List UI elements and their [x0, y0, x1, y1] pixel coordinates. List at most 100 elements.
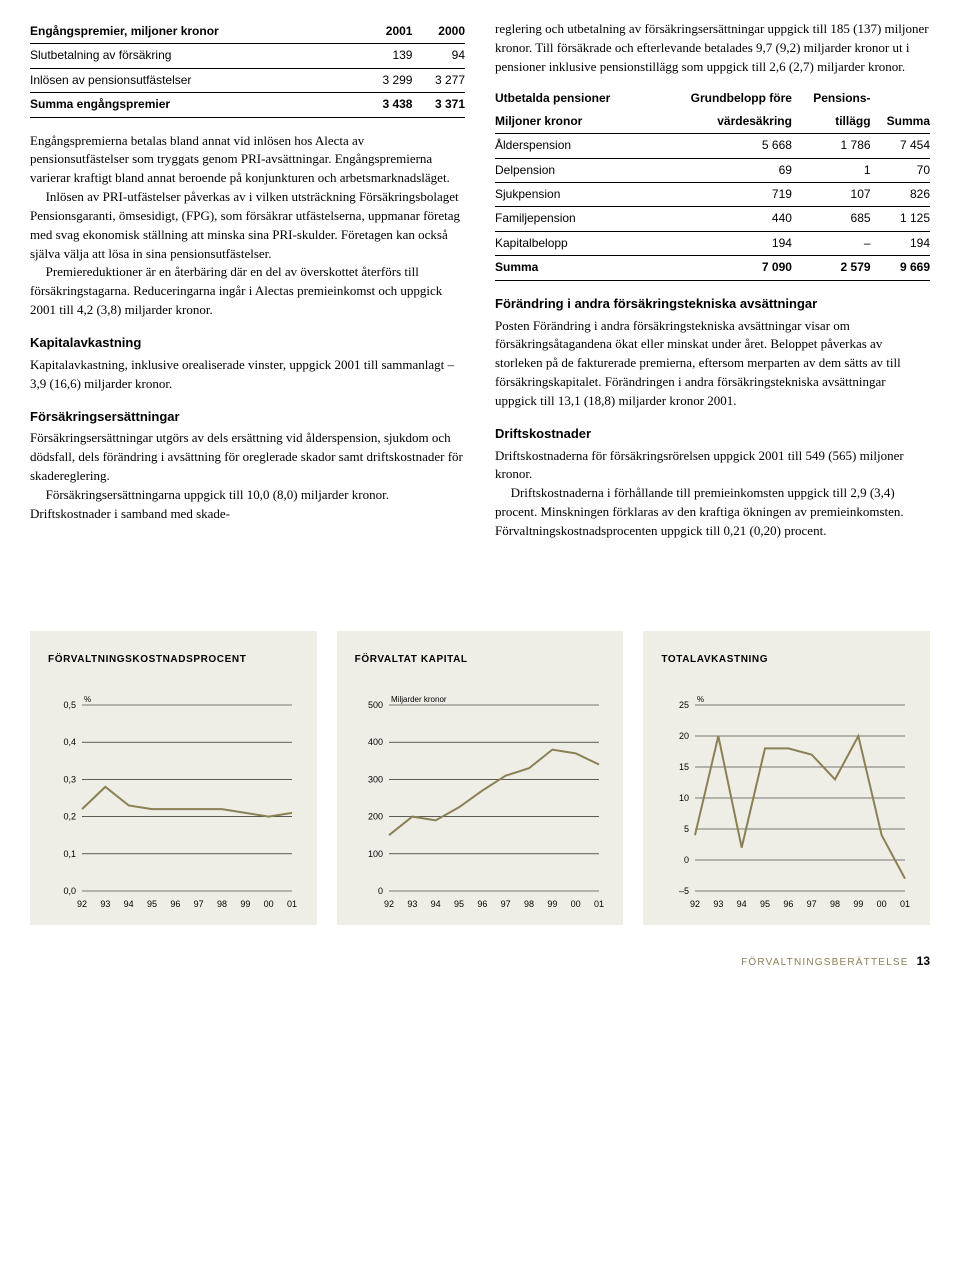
svg-text:98: 98 [524, 899, 534, 909]
svg-text:96: 96 [170, 899, 180, 909]
table-row: Delpension69170 [495, 158, 930, 182]
svg-text:5: 5 [684, 824, 689, 834]
chart-title: FÖRVALTAT KAPITAL [355, 653, 606, 668]
svg-text:99: 99 [547, 899, 557, 909]
body-text: Driftskostnaderna för försäkringsrörelse… [495, 447, 930, 485]
svg-text:–5: –5 [679, 886, 689, 896]
t2-h2a: Miljoner kronor [495, 110, 653, 134]
svg-text:Miljarder kronor: Miljarder kronor [391, 695, 447, 704]
svg-text:98: 98 [217, 899, 227, 909]
footer-text: FÖRVALTNINGSBERÄTTELSE [741, 957, 909, 968]
svg-text:%: % [84, 695, 91, 704]
chart-title: TOTALAVKASTNING [661, 653, 912, 668]
svg-text:94: 94 [737, 899, 747, 909]
chart-panel-3: TOTALAVKASTNING –50510152025%92939495969… [643, 631, 930, 926]
charts-row: FÖRVALTNINGSKOSTNADSPROCENT 0,0 0,1 0,2 0,3… [30, 631, 930, 926]
t2-h1b: Grundbelopp före [653, 87, 792, 110]
table-row: Sjukpension719107826 [495, 183, 930, 207]
svg-text:0,0: 0,0 [63, 886, 76, 896]
svg-text:400: 400 [368, 737, 383, 747]
body-text: Kapitalavkastning, inklusive orealiserad… [30, 356, 465, 394]
svg-text:92: 92 [77, 899, 87, 909]
svg-text:0: 0 [684, 855, 689, 865]
section-heading: Kapitalavkastning [30, 334, 465, 353]
svg-text:%: % [697, 695, 704, 704]
t2-h1d [871, 87, 930, 110]
svg-text:99: 99 [240, 899, 250, 909]
t2-h1c: Pensions- [792, 87, 871, 110]
chart-svg-2: 0100200300400500Miljarder kronor92939495… [355, 691, 605, 911]
svg-text:00: 00 [570, 899, 580, 909]
svg-text:96: 96 [784, 899, 794, 909]
chart-panel-2: FÖRVALTAT KAPITAL 0100200300400500Miljar… [337, 631, 624, 926]
svg-text:15: 15 [679, 762, 689, 772]
svg-text:0,2: 0,2 [63, 812, 76, 822]
table-row: Slutbetalning av försäkring 139 94 [30, 44, 465, 68]
svg-text:0: 0 [378, 886, 383, 896]
t1-h2: 2000 [412, 20, 465, 44]
page-footer: FÖRVALTNINGSBERÄTTELSE 13 [30, 953, 930, 971]
chart-title: FÖRVALTNINGSKOSTNADSPROCENT [48, 653, 299, 668]
body-text: reglering och utbetalning av försäkrings… [495, 20, 930, 77]
table-row: Kapitalbelopp194–194 [495, 231, 930, 255]
body-text: Driftskostnaderna i förhållande till pre… [495, 484, 930, 541]
body-text: Posten Förändring i andra försäkringstek… [495, 317, 930, 411]
svg-text:93: 93 [714, 899, 724, 909]
svg-text:95: 95 [147, 899, 157, 909]
svg-text:01: 01 [594, 899, 604, 909]
svg-text:0,4: 0,4 [63, 737, 76, 747]
svg-text:92: 92 [690, 899, 700, 909]
svg-text:97: 97 [500, 899, 510, 909]
svg-text:00: 00 [877, 899, 887, 909]
svg-text:0,1: 0,1 [63, 849, 76, 859]
table-sum-row: Summa7 0902 5799 669 [495, 256, 930, 280]
t1-h1: 2001 [360, 20, 413, 44]
svg-text:94: 94 [430, 899, 440, 909]
body-text: Inlösen av PRI-utfästelser påverkas av i… [30, 188, 465, 263]
svg-text:95: 95 [760, 899, 770, 909]
svg-text:99: 99 [854, 899, 864, 909]
engangspremier-table: Engångspremier, miljoner kronor 2001 200… [30, 20, 465, 118]
body-text: Försäkringsersättningar utgörs av dels e… [30, 429, 465, 486]
svg-text:0,3: 0,3 [63, 775, 76, 785]
chart-svg-3: –50510152025%92939495969798990001 [661, 691, 911, 911]
t1-h0: Engångspremier, miljoner kronor [30, 20, 360, 44]
svg-text:98: 98 [830, 899, 840, 909]
section-heading: Förändring i andra försäkringstekniska a… [495, 295, 930, 314]
svg-text:01: 01 [900, 899, 910, 909]
svg-text:10: 10 [679, 793, 689, 803]
svg-text:97: 97 [194, 899, 204, 909]
table-row: Familjepension4406851 125 [495, 207, 930, 231]
t2-h2d: Summa [871, 110, 930, 134]
svg-text:93: 93 [100, 899, 110, 909]
page-number: 13 [917, 954, 930, 968]
svg-text:20: 20 [679, 731, 689, 741]
svg-text:00: 00 [264, 899, 274, 909]
svg-text:200: 200 [368, 812, 383, 822]
table-sum-row: Summa engångspremier 3 438 3 371 [30, 93, 465, 117]
svg-text:92: 92 [384, 899, 394, 909]
chart-panel-1: FÖRVALTNINGSKOSTNADSPROCENT 0,0 0,1 0,2 0,3… [30, 631, 317, 926]
section-heading: Driftskostnader [495, 425, 930, 444]
body-text: Engångspremierna betalas bland annat vid… [30, 132, 465, 189]
chart-svg-1: 0,0 0,1 0,2 0,3 0,4 0,5% 92 93 94 95 96 97 98 99 00 01 [48, 691, 298, 911]
svg-text:93: 93 [407, 899, 417, 909]
svg-text:500: 500 [368, 700, 383, 710]
t2-h1a: Utbetalda pensioner [495, 87, 653, 110]
svg-text:0,5: 0,5 [63, 700, 76, 710]
svg-text:300: 300 [368, 775, 383, 785]
utbetalda-pensioner-table: Utbetalda pensioner Grundbelopp före Pen… [495, 87, 930, 281]
section-heading: Försäkringsersättningar [30, 408, 465, 427]
svg-text:94: 94 [124, 899, 134, 909]
svg-text:96: 96 [477, 899, 487, 909]
body-text: Försäkringsersättningarna uppgick till 1… [30, 486, 465, 524]
svg-text:100: 100 [368, 849, 383, 859]
body-text: Premiereduktioner är en återbäring där e… [30, 263, 465, 320]
t2-h2c: tillägg [792, 110, 871, 134]
svg-text:97: 97 [807, 899, 817, 909]
table-row: Inlösen av pensionsutfästelser 3 299 3 2… [30, 68, 465, 92]
table-row: Ålderspension5 6681 7867 454 [495, 134, 930, 158]
t2-h2b: värdesäkring [653, 110, 792, 134]
svg-text:95: 95 [454, 899, 464, 909]
svg-text:01: 01 [287, 899, 297, 909]
